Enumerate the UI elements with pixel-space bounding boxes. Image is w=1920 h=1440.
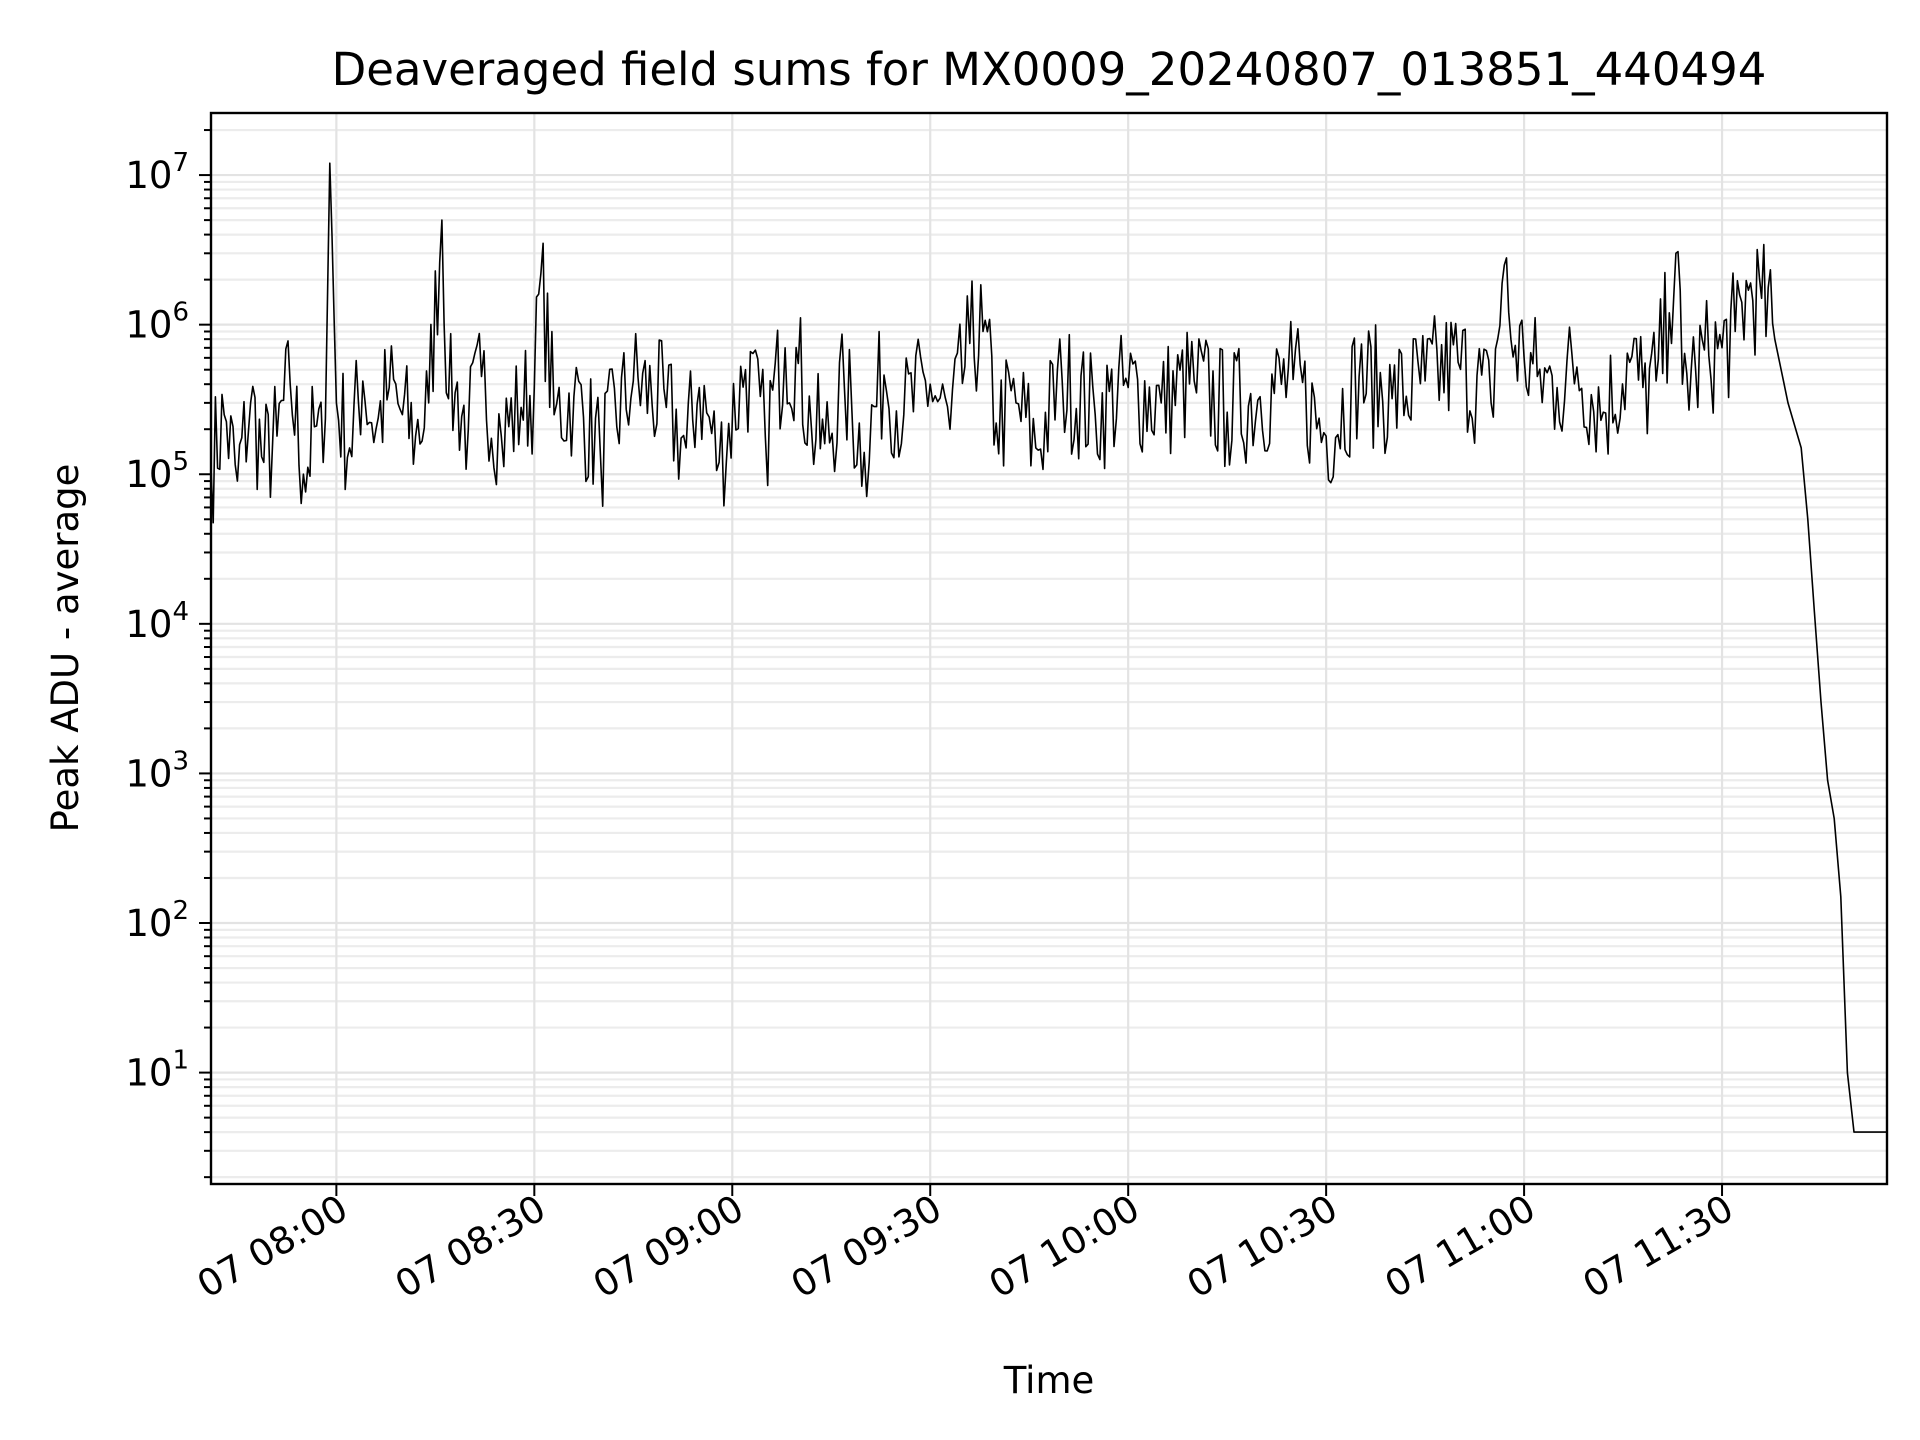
y-tick-label: 107 <box>125 148 189 197</box>
y-tick-labels: 101 102 103 104 105 106 107 <box>125 148 189 1095</box>
y-tick-label: 104 <box>125 597 189 646</box>
x-tick-label: 07 10:00 <box>982 1187 1147 1307</box>
x-tick-label: 07 10:30 <box>1180 1187 1345 1307</box>
x-tick-label: 07 11:00 <box>1378 1187 1543 1307</box>
y-tick-label: 106 <box>125 298 189 347</box>
x-tick-label: 07 08:30 <box>388 1187 553 1307</box>
x-tick-label: 07 09:00 <box>586 1187 751 1307</box>
y-tick-label: 105 <box>125 447 189 496</box>
y-tick-label: 103 <box>125 746 189 795</box>
x-tick-label: 07 08:00 <box>190 1187 355 1307</box>
x-tick-label: 07 11:30 <box>1576 1187 1741 1307</box>
grid-layer <box>211 113 1887 1184</box>
tick-layer <box>199 129 1724 1196</box>
series-line <box>210 162 1887 1133</box>
x-tick-labels: 07 08:00 07 08:30 07 09:00 07 09:30 07 10:00… <box>190 1187 1740 1307</box>
x-axis-label: Time <box>1003 1359 1095 1402</box>
y-tick-label: 101 <box>125 1046 189 1095</box>
x-tick-label: 07 09:30 <box>784 1187 949 1307</box>
plot-frame <box>209 111 1889 1186</box>
chart-title: Deaveraged field sums for MX0009_2024080… <box>332 43 1767 96</box>
y-tick-label: 102 <box>125 896 189 945</box>
y-axis-label: Peak ADU - average <box>44 464 87 833</box>
